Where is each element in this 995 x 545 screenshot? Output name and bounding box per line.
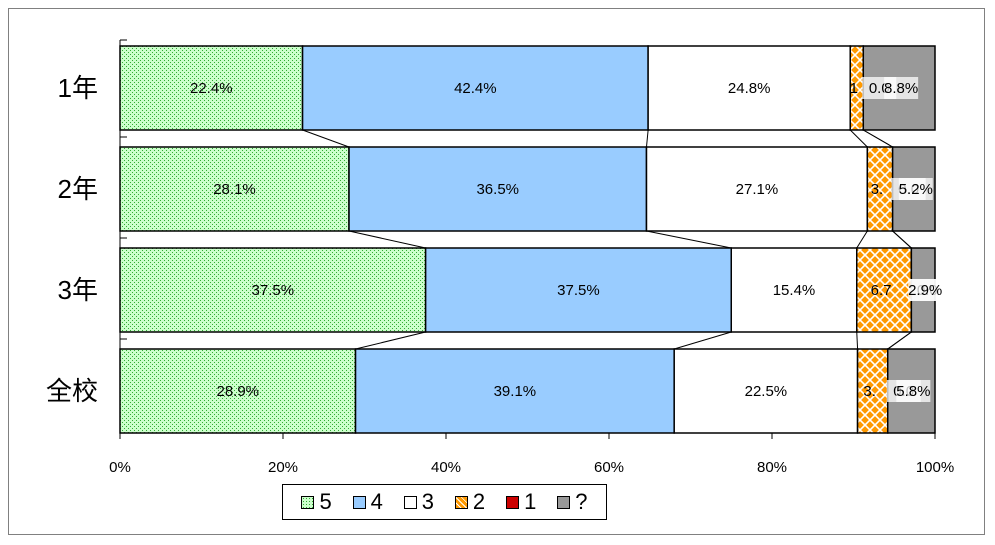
data-label-bg — [908, 279, 943, 301]
data-label: 27.1% — [736, 181, 779, 198]
legend-label: 3 — [421, 489, 435, 514]
series-line — [348, 230, 426, 249]
x-tick-label: 0% — [109, 459, 131, 476]
data-label: 42.4% — [454, 80, 497, 97]
legend-label: 1 — [524, 489, 537, 514]
legend-swatch — [557, 495, 571, 509]
series-line — [645, 129, 649, 148]
legend-item: 3 — [403, 489, 435, 515]
legend-label: 4 — [370, 489, 383, 514]
bar-segment — [119, 348, 357, 434]
series-line — [856, 230, 868, 249]
bar-segment — [348, 146, 648, 232]
data-label: 22.5% — [745, 383, 788, 400]
data-label: 8.8% — [884, 80, 918, 97]
legend-item: 5 — [301, 489, 332, 515]
bar-segment — [354, 348, 675, 434]
data-label: 2.9% — [908, 282, 942, 299]
data-label: 3. — [871, 181, 884, 198]
legend: 5 4 3 2 1? — [282, 484, 607, 520]
data-label: 22.4% — [190, 80, 233, 97]
series-line — [355, 331, 426, 350]
data-label: 24.8% — [728, 80, 771, 97]
category-label: 2年 — [58, 174, 98, 204]
data-label: 5.2% — [899, 181, 933, 198]
data-label: 28.9% — [216, 383, 259, 400]
data-label-bg — [884, 77, 919, 99]
series-line — [674, 331, 732, 350]
data-label: 5.8% — [896, 383, 930, 400]
legend-item: 2 — [454, 489, 486, 515]
series-lines — [302, 129, 912, 350]
x-tick-label: 80% — [757, 459, 787, 476]
category-label: 1年 — [58, 73, 98, 103]
legend-label: 5 — [319, 489, 332, 514]
bar-segment — [301, 45, 649, 131]
data-label: 15.4% — [773, 282, 816, 299]
legend-item: 4 — [352, 489, 383, 515]
bar-segment — [645, 146, 869, 232]
data-label: 39.1% — [494, 383, 537, 400]
legend-label: 2 — [472, 489, 486, 514]
series-line — [892, 230, 912, 249]
bar-segment — [119, 247, 427, 333]
data-label: 36.5% — [476, 181, 519, 198]
bar-segment — [856, 247, 913, 333]
legend-label: ? — [575, 489, 588, 514]
data-label-bg — [898, 178, 933, 200]
data-label: 28.1% — [213, 181, 256, 198]
legend-item: ? — [557, 489, 587, 515]
legend-swatch — [506, 495, 520, 509]
data-label: 37.5% — [557, 282, 600, 299]
data-label: 1 — [850, 80, 858, 97]
series-line — [863, 129, 893, 148]
legend-swatch — [403, 495, 417, 509]
x-tick-label: 40% — [431, 459, 461, 476]
bar-segment — [730, 247, 858, 333]
legend-swatch — [301, 495, 315, 509]
bar-segment — [673, 348, 859, 434]
series-line — [887, 331, 912, 350]
legend-swatch — [352, 495, 366, 509]
data-label: 6.7 — [871, 282, 892, 299]
bars — [119, 45, 936, 434]
data-labels: 22.4% 42.4% 24.8% 1 0.08.8%28.1% 36.5% 27.1% 3.… — [190, 77, 945, 402]
data-label: 3. — [863, 383, 876, 400]
bar-segment — [647, 45, 851, 131]
category-label: 3年 — [58, 275, 98, 305]
legend-swatch — [454, 495, 468, 509]
bar-segment — [424, 247, 732, 333]
category-label: 全校 — [46, 376, 98, 406]
data-label-bg — [896, 380, 931, 402]
series-line — [856, 331, 859, 350]
series-line — [646, 230, 732, 249]
bar-segment — [119, 146, 350, 232]
data-label: 37.5% — [252, 282, 295, 299]
series-line — [849, 129, 868, 148]
legend-item: 1 — [506, 489, 536, 515]
series-line — [302, 129, 350, 148]
x-tick-label: 60% — [594, 459, 624, 476]
x-tick-label: 20% — [268, 459, 298, 476]
x-tick-label: 100% — [916, 459, 954, 476]
